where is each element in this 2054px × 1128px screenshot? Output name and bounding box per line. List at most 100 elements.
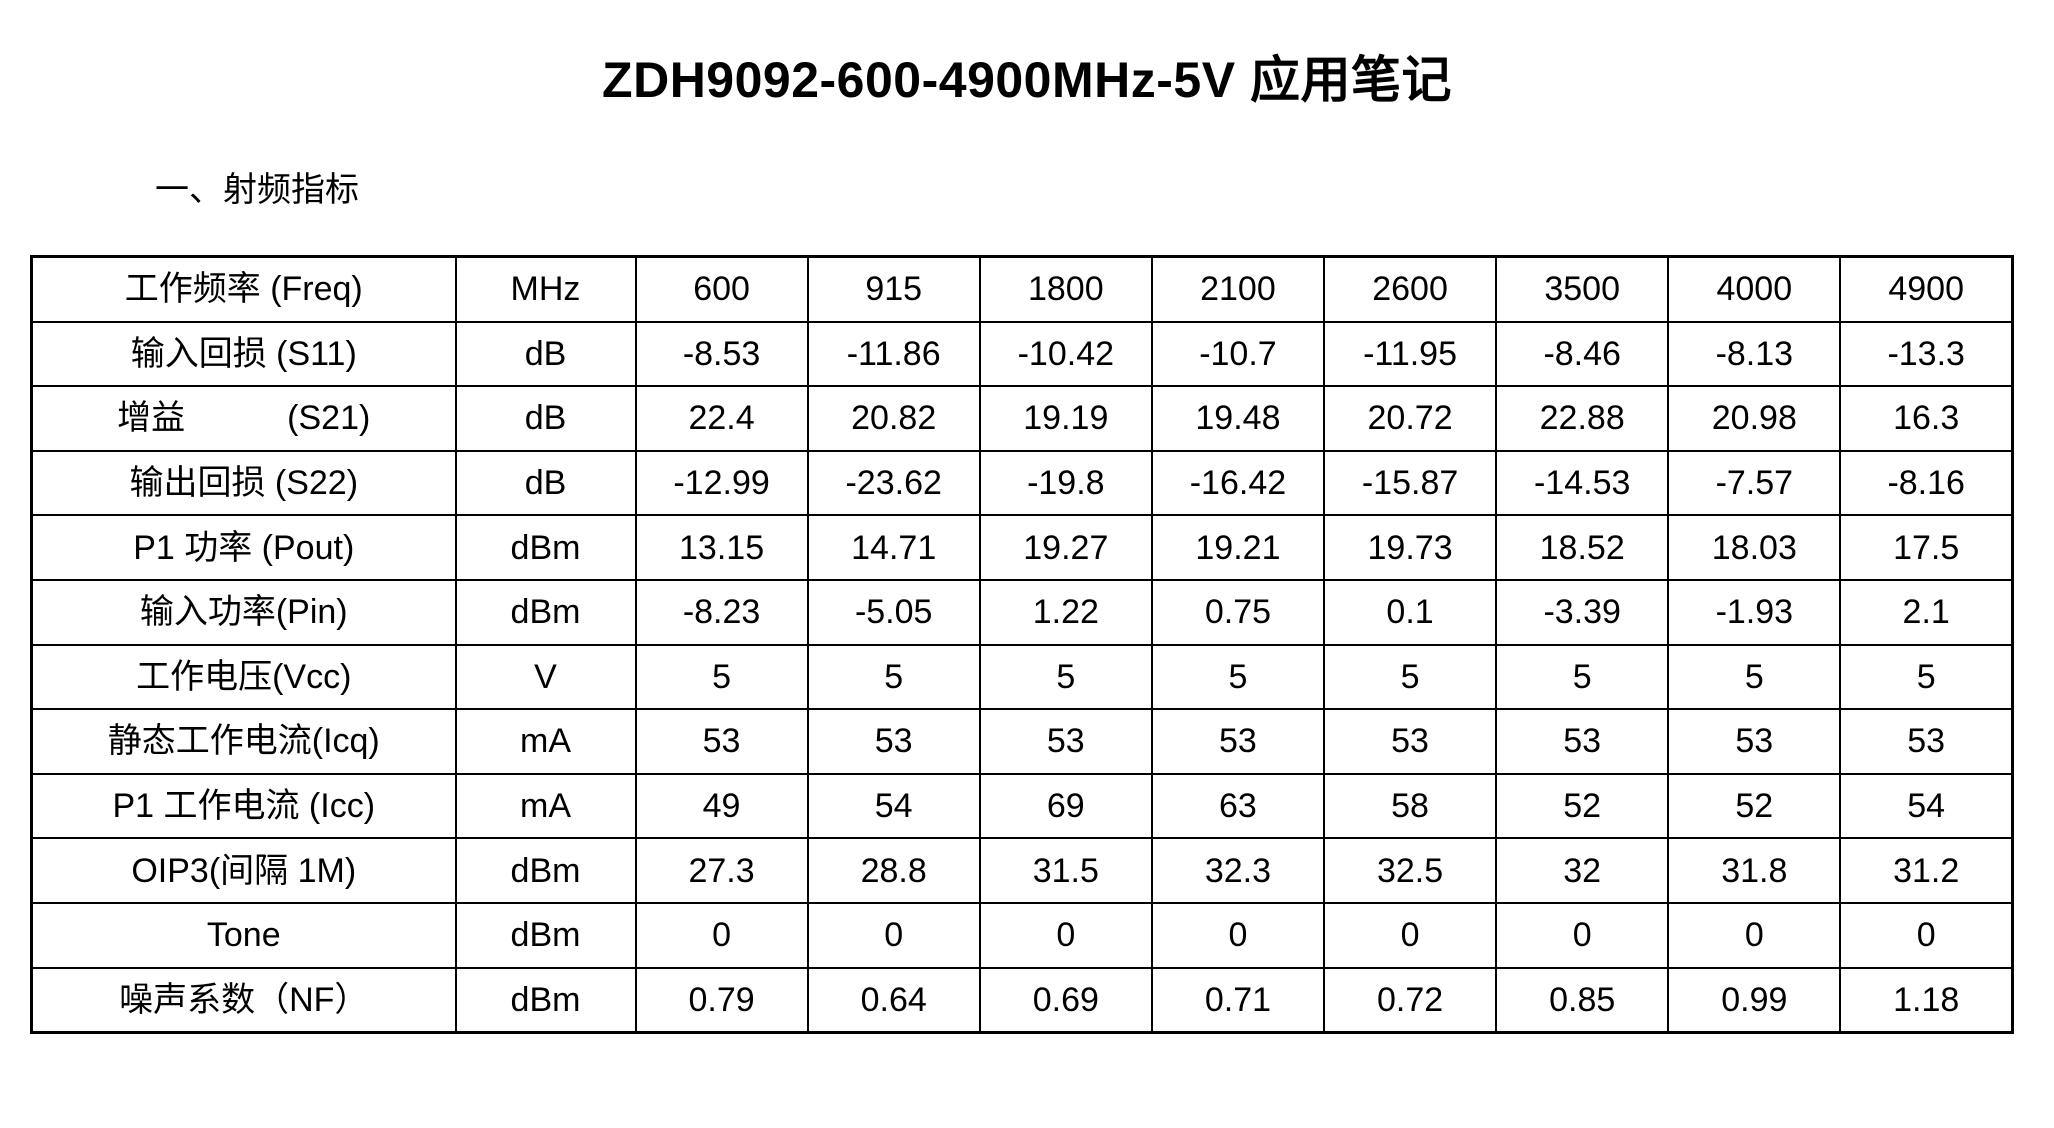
cell-value: 22.88	[1495, 385, 1670, 452]
table-row: 增益 (S21) dB 22.4 20.82 19.19 19.48 20.72 22.88 2…	[30, 385, 2014, 452]
cell-value: 1.18	[1839, 966, 2014, 1034]
cell-value: 49	[634, 772, 809, 840]
rf-table-body: 工作频率 (Freq) MHz 600 915 1800 2100 2600 3500 4000…	[30, 255, 2014, 1034]
row-label: P1 工作电流 (Icc)	[30, 772, 457, 840]
cell-value: 1800	[978, 255, 1153, 323]
cell-value: 19.21	[1150, 514, 1326, 581]
cell-value: 600	[634, 255, 809, 323]
cell-value: -10.42	[978, 320, 1153, 388]
cell-value: 16.3	[1839, 385, 2014, 452]
cell-value: 27.3	[634, 837, 809, 904]
cell-value: -16.42	[1150, 449, 1326, 517]
cell-value: 1.22	[978, 578, 1153, 646]
row-unit: V	[454, 643, 637, 711]
cell-value: 19.19	[978, 385, 1153, 452]
rf-spec-table: 工作频率 (Freq) MHz 600 915 1800 2100 2600 3500 4000…	[30, 255, 2014, 1035]
cell-value: 17.5	[1839, 514, 2014, 581]
table-row: Tone dBm 0 0 0 0 0 0 0 0	[30, 901, 2014, 969]
cell-value: 0.64	[806, 966, 981, 1034]
cell-value: 32.5	[1322, 837, 1498, 904]
table-row: P1 工作电流 (Icc) mA 49 54 69 63 58 52 52 54	[30, 772, 2014, 840]
table-row: P1 功率 (Pout) dBm 13.15 14.71 19.27 19.21 19.73…	[30, 514, 2014, 581]
row-label: OIP3(间隔 1M)	[30, 837, 457, 904]
cell-value: 5	[978, 643, 1153, 711]
cell-value: -8.46	[1495, 320, 1670, 388]
row-label: P1 功率 (Pout)	[30, 514, 457, 581]
cell-value: 53	[806, 708, 981, 775]
cell-value: 0.71	[1150, 966, 1326, 1034]
cell-value: 19.73	[1322, 514, 1498, 581]
cell-value: 31.8	[1667, 837, 1842, 904]
cell-value: 14.71	[806, 514, 981, 581]
section-heading: 一、射频指标	[155, 172, 359, 209]
cell-value: -3.39	[1495, 578, 1670, 646]
cell-value: 52	[1667, 772, 1842, 840]
cell-value: 5	[1839, 643, 2014, 711]
cell-value: 53	[978, 708, 1153, 775]
cell-value: 0.75	[1150, 578, 1326, 646]
cell-value: 2.1	[1839, 578, 2014, 646]
row-unit: dB	[454, 385, 637, 452]
cell-value: 0.85	[1495, 966, 1670, 1034]
cell-value: 32.3	[1150, 837, 1326, 904]
cell-value: 18.52	[1495, 514, 1670, 581]
row-label: 噪声系数（NF）	[30, 966, 457, 1034]
cell-value: 28.8	[806, 837, 981, 904]
cell-value: 0	[1150, 901, 1326, 969]
row-unit: mA	[454, 708, 637, 775]
cell-value: 5	[1322, 643, 1498, 711]
cell-value: 915	[806, 255, 981, 323]
row-unit: dBm	[454, 966, 637, 1034]
cell-value: 53	[1839, 708, 2014, 775]
row-unit: mA	[454, 772, 637, 840]
table-row: OIP3(间隔 1M) dBm 27.3 28.8 31.5 32.3 32.5 32 31.8…	[30, 837, 2014, 904]
cell-value: -5.05	[806, 578, 981, 646]
cell-value: 58	[1322, 772, 1498, 840]
cell-value: 4000	[1667, 255, 1842, 323]
row-unit: dB	[454, 320, 637, 388]
table-row: 输出回损 (S22) dB -12.99 -23.62 -19.8 -16.42 -15.8…	[30, 449, 2014, 517]
cell-value: 5	[634, 643, 809, 711]
cell-value: 63	[1150, 772, 1326, 840]
cell-value: 0	[978, 901, 1153, 969]
cell-value: 5	[1150, 643, 1326, 711]
row-unit: dB	[454, 449, 637, 517]
cell-value: 53	[1150, 708, 1326, 775]
cell-value: 22.4	[634, 385, 809, 452]
cell-value: 52	[1495, 772, 1670, 840]
cell-value: -8.23	[634, 578, 809, 646]
cell-value: 0	[1667, 901, 1842, 969]
row-unit: dBm	[454, 514, 637, 581]
cell-value: -13.3	[1839, 320, 2014, 388]
cell-value: 0	[1495, 901, 1670, 969]
cell-value: -11.86	[806, 320, 981, 388]
cell-value: 4900	[1839, 255, 2014, 323]
page-title: ZDH9092-600-4900MHz-5V 应用笔记	[602, 52, 1452, 108]
cell-value: -8.53	[634, 320, 809, 388]
cell-value: -8.13	[1667, 320, 1842, 388]
cell-value: 0.79	[634, 966, 809, 1034]
row-label: 工作电压(Vcc)	[30, 643, 457, 711]
cell-value: 5	[806, 643, 981, 711]
cell-value: 3500	[1495, 255, 1670, 323]
cell-value: -11.95	[1322, 320, 1498, 388]
row-unit: MHz	[454, 255, 637, 323]
table-row: 工作电压(Vcc) V 5 5 5 5 5 5 5 5	[30, 643, 2014, 711]
cell-value: 20.82	[806, 385, 981, 452]
row-label: 输出回损 (S22)	[30, 449, 457, 517]
cell-value: -15.87	[1322, 449, 1498, 517]
cell-value: 31.5	[978, 837, 1153, 904]
cell-value: 0.69	[978, 966, 1153, 1034]
row-unit: dBm	[454, 837, 637, 904]
table-row: 输入回损 (S11) dB -8.53 -11.86 -10.42 -10.7 -11.95…	[30, 320, 2014, 388]
cell-value: 13.15	[634, 514, 809, 581]
cell-value: 0	[634, 901, 809, 969]
cell-value: 18.03	[1667, 514, 1842, 581]
row-label: 输入回损 (S11)	[30, 320, 457, 388]
cell-value: 19.48	[1150, 385, 1326, 452]
row-label: 工作频率 (Freq)	[30, 255, 457, 323]
cell-value: 0.1	[1322, 578, 1498, 646]
row-label: 增益 (S21)	[30, 385, 457, 452]
cell-value: 2100	[1150, 255, 1326, 323]
cell-value: 5	[1495, 643, 1670, 711]
